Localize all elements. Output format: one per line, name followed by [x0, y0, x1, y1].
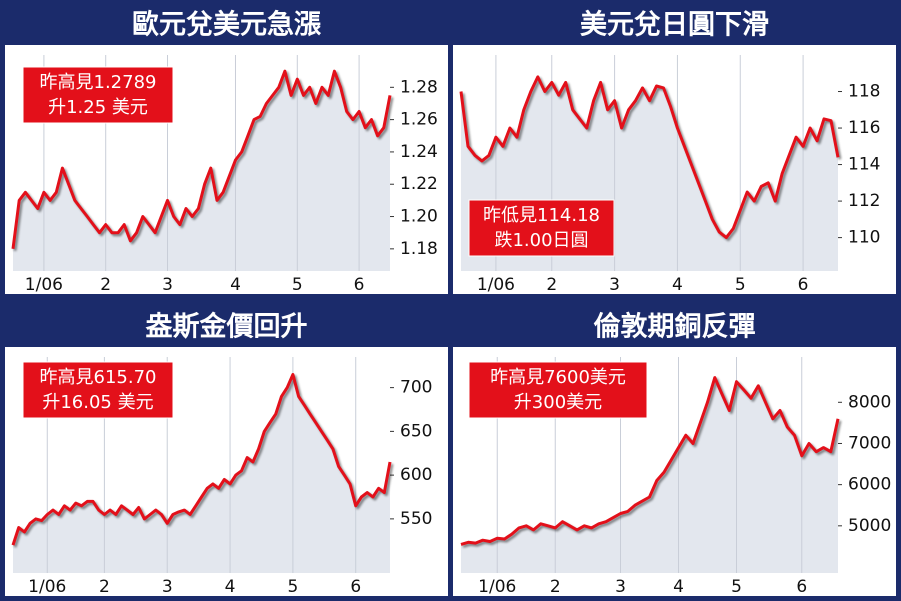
annotation-box: [468, 199, 615, 257]
y-tick-label: 700: [400, 378, 432, 398]
x-tick-label: 5: [292, 275, 303, 295]
y-tick-label: 1.26: [400, 110, 438, 130]
y-tick-label: 112: [848, 191, 880, 211]
x-tick-label: 5: [731, 577, 742, 597]
x-tick-label: 1/06: [478, 577, 516, 597]
panel-title: 歐元兌美元急漲: [132, 9, 322, 41]
x-tick-label: 3: [162, 577, 173, 597]
annotation: 昨高見615.70: [40, 367, 157, 388]
x-tick-label: 2: [100, 275, 111, 295]
line: [459, 75, 840, 240]
y-tick-label: 110: [848, 228, 880, 248]
annotation: 昨高見7600美元: [490, 367, 626, 388]
x-tick-label: 2: [546, 275, 557, 295]
x-tick-label: 6: [798, 275, 809, 295]
annotation-box: [22, 66, 174, 124]
area: [13, 374, 390, 573]
y-tick-label: 1.22: [400, 174, 438, 194]
x-tick-label: 3: [615, 577, 626, 597]
y-tick-label: 1.28: [400, 77, 438, 97]
x-tick-label: 6: [350, 577, 361, 597]
annotation: 升16.05 美元: [42, 392, 153, 413]
annotation: 升300美元: [514, 392, 602, 413]
x-tick-label: 1/06: [28, 577, 66, 597]
y-tick-label: 650: [400, 421, 432, 441]
y-tick-label: 1.20: [400, 207, 438, 227]
y-tick-label: 118: [848, 82, 880, 102]
y-tick-label: 1.24: [400, 142, 438, 162]
y-tick-label: 7000: [848, 433, 891, 453]
panel-title: 美元兌日圓下滑: [580, 9, 769, 41]
x-tick-label: 3: [609, 275, 620, 295]
x-tick-label: 1/06: [477, 275, 515, 295]
y-tick-label: 5000: [848, 516, 891, 536]
x-tick-label: 5: [287, 577, 298, 597]
y-tick-label: 114: [848, 155, 880, 175]
area: [13, 71, 390, 271]
annotation: 昨低見114.18: [483, 205, 600, 226]
panel-title: 盎斯金價回升: [146, 311, 308, 343]
line: [460, 376, 840, 546]
annotation-box: [468, 361, 648, 419]
x-tick-label: 6: [354, 275, 365, 295]
y-tick-label: 1.18: [400, 239, 438, 259]
annotation: 跌1.00日圓: [494, 230, 588, 251]
y-tick-label: 6000: [848, 475, 891, 495]
annotation: 升1.25 美元: [48, 97, 148, 118]
annotation: 昨高見1.2789: [40, 72, 157, 93]
x-tick-label: 6: [796, 577, 807, 597]
panel-title: 倫敦期銅反彈: [594, 311, 756, 343]
x-tick-label: 5: [735, 275, 746, 295]
line: [11, 69, 392, 249]
line: [11, 373, 392, 546]
x-tick-label: 2: [99, 577, 110, 597]
y-tick-label: 8000: [848, 392, 891, 412]
annotation-box: [22, 361, 174, 419]
x-tick-label: 4: [230, 275, 241, 295]
y-tick-label: 550: [400, 509, 432, 529]
x-tick-label: 4: [672, 275, 683, 295]
y-tick-label: 600: [400, 465, 432, 485]
x-tick-label: 4: [225, 577, 236, 597]
x-tick-label: 1/06: [25, 275, 63, 295]
y-tick-label: 116: [848, 118, 880, 138]
x-tick-label: 2: [550, 577, 561, 597]
x-tick-label: 4: [673, 577, 684, 597]
area: [461, 377, 838, 573]
x-tick-label: 3: [162, 275, 173, 295]
